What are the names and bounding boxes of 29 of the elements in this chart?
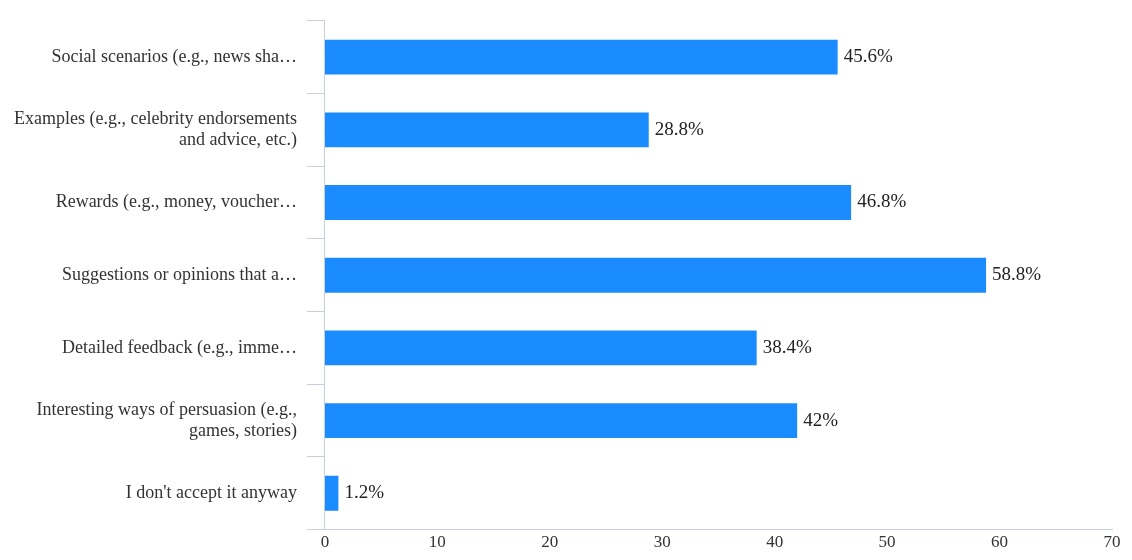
y-tick-label: Rewards (e.g., money, voucher… bbox=[55, 191, 297, 213]
data-label: 58.8% bbox=[992, 263, 1042, 285]
y-tick-label: Examples (e.g., celebrity endorsements and advice, etc.) bbox=[14, 107, 297, 151]
x-tick-label: 40 bbox=[766, 532, 784, 552]
data-label: 38.4% bbox=[762, 335, 812, 357]
bar bbox=[324, 330, 757, 366]
y-tick-label: Suggestions or opinions that a… bbox=[61, 263, 297, 284]
x-tick-label: 30 bbox=[653, 532, 671, 552]
y-tick-label: I don't accept it anyway bbox=[125, 481, 297, 502]
data-label: 42% bbox=[803, 408, 839, 430]
bar bbox=[324, 403, 798, 439]
x-tick-label: 60 bbox=[991, 532, 1009, 552]
bar bbox=[324, 185, 852, 220]
bar bbox=[324, 257, 987, 293]
x-tick-label: 20 bbox=[541, 532, 559, 552]
y-tick-label: Interesting ways of persuasion (e.g., games, stories) bbox=[36, 398, 297, 442]
data-label: 45.6% bbox=[843, 45, 893, 67]
x-tick-label: 10 bbox=[428, 532, 446, 552]
bar bbox=[324, 112, 649, 148]
x-tick-label: 70 bbox=[1103, 532, 1121, 552]
y-tick-label: Detailed feedback (e.g., imme… bbox=[62, 336, 297, 358]
y-tick-label: Social scenarios (e.g., news sha… bbox=[51, 45, 297, 67]
x-tick-label: 50 bbox=[878, 532, 896, 552]
bar bbox=[324, 39, 838, 75]
data-label: 1.2% bbox=[344, 481, 385, 503]
x-tick-label: 0 bbox=[320, 532, 330, 552]
data-label: 46.8% bbox=[857, 190, 907, 212]
data-label: 28.8% bbox=[654, 117, 704, 139]
bar bbox=[324, 475, 339, 511]
